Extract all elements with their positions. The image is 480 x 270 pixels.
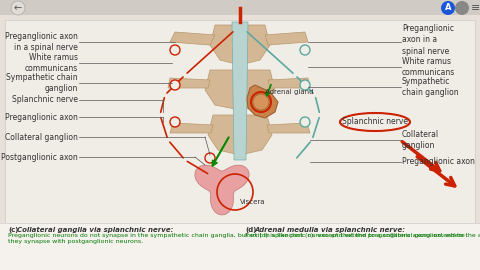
Text: A: A bbox=[445, 4, 451, 12]
Text: ←: ← bbox=[14, 3, 22, 13]
Text: Collateral ganglia via splanchnic nerve:: Collateral ganglia via splanchnic nerve: bbox=[17, 227, 176, 233]
Polygon shape bbox=[268, 78, 310, 88]
Polygon shape bbox=[205, 70, 275, 110]
Text: White ramus
communicans: White ramus communicans bbox=[402, 57, 455, 77]
Circle shape bbox=[300, 45, 310, 55]
Polygon shape bbox=[232, 22, 248, 160]
Polygon shape bbox=[170, 123, 213, 133]
Polygon shape bbox=[208, 115, 272, 155]
FancyBboxPatch shape bbox=[0, 0, 480, 15]
Circle shape bbox=[205, 153, 215, 163]
Text: Preganglionic axon: Preganglionic axon bbox=[5, 113, 78, 122]
Text: Postganglionic axon: Postganglionic axon bbox=[1, 153, 78, 161]
Circle shape bbox=[253, 94, 269, 110]
FancyBboxPatch shape bbox=[0, 223, 480, 270]
Text: Splanchnic nerve: Splanchnic nerve bbox=[12, 96, 78, 104]
Circle shape bbox=[455, 1, 469, 15]
Circle shape bbox=[170, 117, 180, 127]
Polygon shape bbox=[247, 85, 278, 118]
Text: Collateral
ganglion: Collateral ganglion bbox=[402, 130, 439, 150]
Text: Adrenal medulla via splanchnic nerve:: Adrenal medulla via splanchnic nerve: bbox=[254, 227, 408, 233]
Polygon shape bbox=[168, 78, 210, 88]
FancyBboxPatch shape bbox=[5, 20, 475, 225]
Text: Sympathetic chain
ganglion: Sympathetic chain ganglion bbox=[6, 73, 78, 93]
Text: Preganglionic axon: Preganglionic axon bbox=[402, 157, 475, 167]
Polygon shape bbox=[195, 165, 249, 215]
Text: (d): (d) bbox=[245, 227, 256, 233]
Polygon shape bbox=[170, 32, 215, 45]
Text: (c): (c) bbox=[8, 227, 18, 233]
Text: White ramus
communicans: White ramus communicans bbox=[25, 53, 78, 73]
Polygon shape bbox=[265, 32, 308, 45]
Circle shape bbox=[300, 80, 310, 90]
Text: Collateral ganglion: Collateral ganglion bbox=[5, 133, 78, 141]
Text: Sympathetic
chain ganglion: Sympathetic chain ganglion bbox=[402, 77, 458, 97]
Text: Preganglionic
axon in a
spinal nerve: Preganglionic axon in a spinal nerve bbox=[402, 24, 454, 56]
Text: Adrenal gland: Adrenal gland bbox=[265, 89, 313, 95]
Circle shape bbox=[170, 80, 180, 90]
Text: ≡: ≡ bbox=[471, 3, 480, 13]
Text: Part (d) is like part (c), except that the preganglionic axons extend to the adr: Part (d) is like part (c), except that t… bbox=[245, 233, 480, 238]
Circle shape bbox=[170, 45, 180, 55]
Circle shape bbox=[300, 117, 310, 127]
Text: Splanchnic nerve: Splanchnic nerve bbox=[342, 117, 408, 127]
Circle shape bbox=[441, 1, 455, 15]
Circle shape bbox=[11, 1, 25, 15]
Text: Preganglionic axon
in a spinal nerve: Preganglionic axon in a spinal nerve bbox=[5, 32, 78, 52]
Polygon shape bbox=[210, 25, 270, 65]
Text: Viscera: Viscera bbox=[240, 199, 265, 205]
Text: Preganglionic neurons do not synapse in the sympathetic chain ganglia, but exit : Preganglionic neurons do not synapse in … bbox=[8, 233, 465, 244]
Polygon shape bbox=[267, 123, 310, 133]
